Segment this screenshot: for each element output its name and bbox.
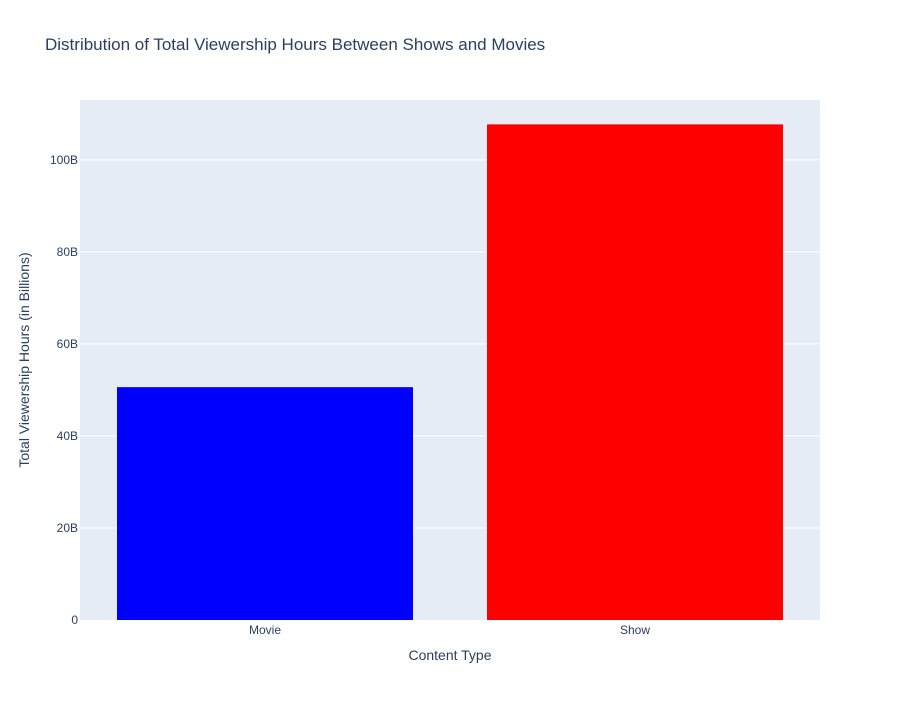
x-tick-label: Show [620, 623, 650, 637]
y-tick-label: 60B [57, 337, 78, 351]
bars [117, 124, 783, 621]
y-tick-label: 0 [71, 613, 78, 627]
x-axis-ticks: Movie Show [249, 623, 650, 637]
chart-title: Distribution of Total Viewership Hours B… [45, 35, 545, 54]
y-tick-label: 100B [50, 153, 78, 167]
y-tick-label: 40B [57, 429, 78, 443]
bar-movie[interactable] [117, 387, 413, 620]
y-tick-label: 20B [57, 521, 78, 535]
x-axis-title: Content Type [408, 647, 491, 663]
bar-show[interactable] [487, 124, 783, 621]
y-tick-label: 80B [57, 245, 78, 259]
x-tick-label: Movie [249, 623, 281, 637]
y-axis-title: Total Viewership Hours (in Billions) [16, 252, 32, 467]
y-axis-ticks: 0 20B 40B 60B 80B 100B [50, 153, 78, 627]
